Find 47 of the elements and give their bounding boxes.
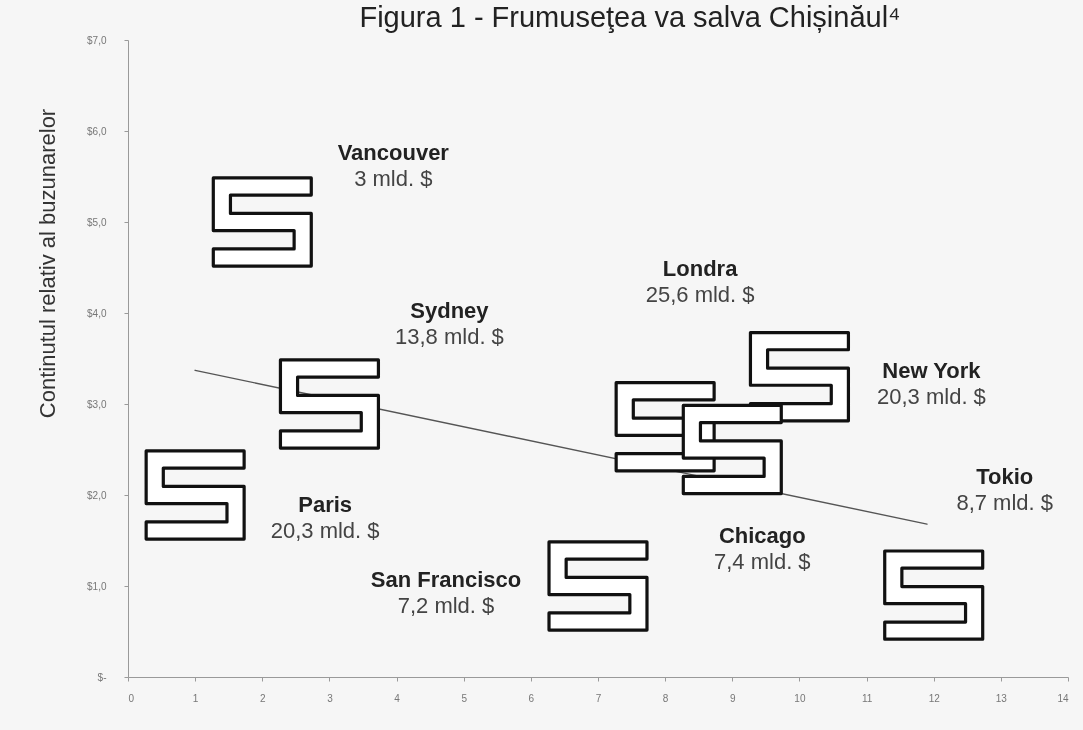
x-tick-label: 8 [662,692,669,704]
y-tick-label: $6,0 [87,125,107,137]
annotation: Paris [298,492,353,517]
x-tick-label: 12 [928,692,941,704]
x-tick-label: 7 [595,692,602,704]
x-tick-label: 5 [461,692,468,704]
y-tick-label: $3,0 [87,398,107,410]
x-tick-label: 14 [1057,692,1069,704]
point [883,549,985,641]
chart-title: Figura 1 - Frumuseţea va salva Chișinăul⁴ [359,1,901,33]
y-tick-label: $7,0 [87,34,107,46]
annotation: Tokio [976,464,1034,490]
x-tick-label: 2 [260,692,266,704]
annotation: Vancouver [337,140,450,165]
annotation: 20,3 mld. $ [877,383,986,409]
y-tick-label: $1,0 [87,580,107,592]
y-tick-label: $2,0 [87,489,107,501]
annotation: Chicago [718,522,806,548]
annotation: 7,2 mld. $ [397,593,495,618]
y-axis-title: Continutul relativ al buzunarelor [34,108,60,419]
x-tick-label: 10 [794,692,806,704]
annotation: 8,7 mld. $ [956,490,1054,516]
x-tick-label: 0 [128,692,135,704]
y-tick-label: $4,0 [87,307,107,319]
x-tick-label: 9 [730,692,736,704]
y-tick-label: $- [97,671,107,683]
annotation: New York [882,357,982,383]
annotation: 13,8 mld. $ [395,324,504,349]
annotation: Londra [662,255,739,281]
x-tick-label: 1 [192,692,199,704]
point [681,403,783,496]
annotation: San Francisco [370,567,522,592]
x-tick-label: 6 [528,692,535,704]
point [278,358,381,450]
y-tick-label: $5,0 [87,216,107,228]
x-tick-label: 13 [995,692,1008,704]
annotation: Sydney [410,298,490,323]
point [211,176,313,268]
x-tick-label: 3 [327,692,334,704]
x-tick-label: 11 [861,692,873,704]
annotation: 20,3 mld. $ [270,518,380,543]
x-tick-label: 4 [394,692,401,704]
annotation: 25,6 mld. $ [645,281,755,307]
point [144,449,246,541]
point [547,540,649,632]
annotation: 7,4 mld. $ [713,548,811,574]
annotation: 3 mld. $ [354,166,433,191]
